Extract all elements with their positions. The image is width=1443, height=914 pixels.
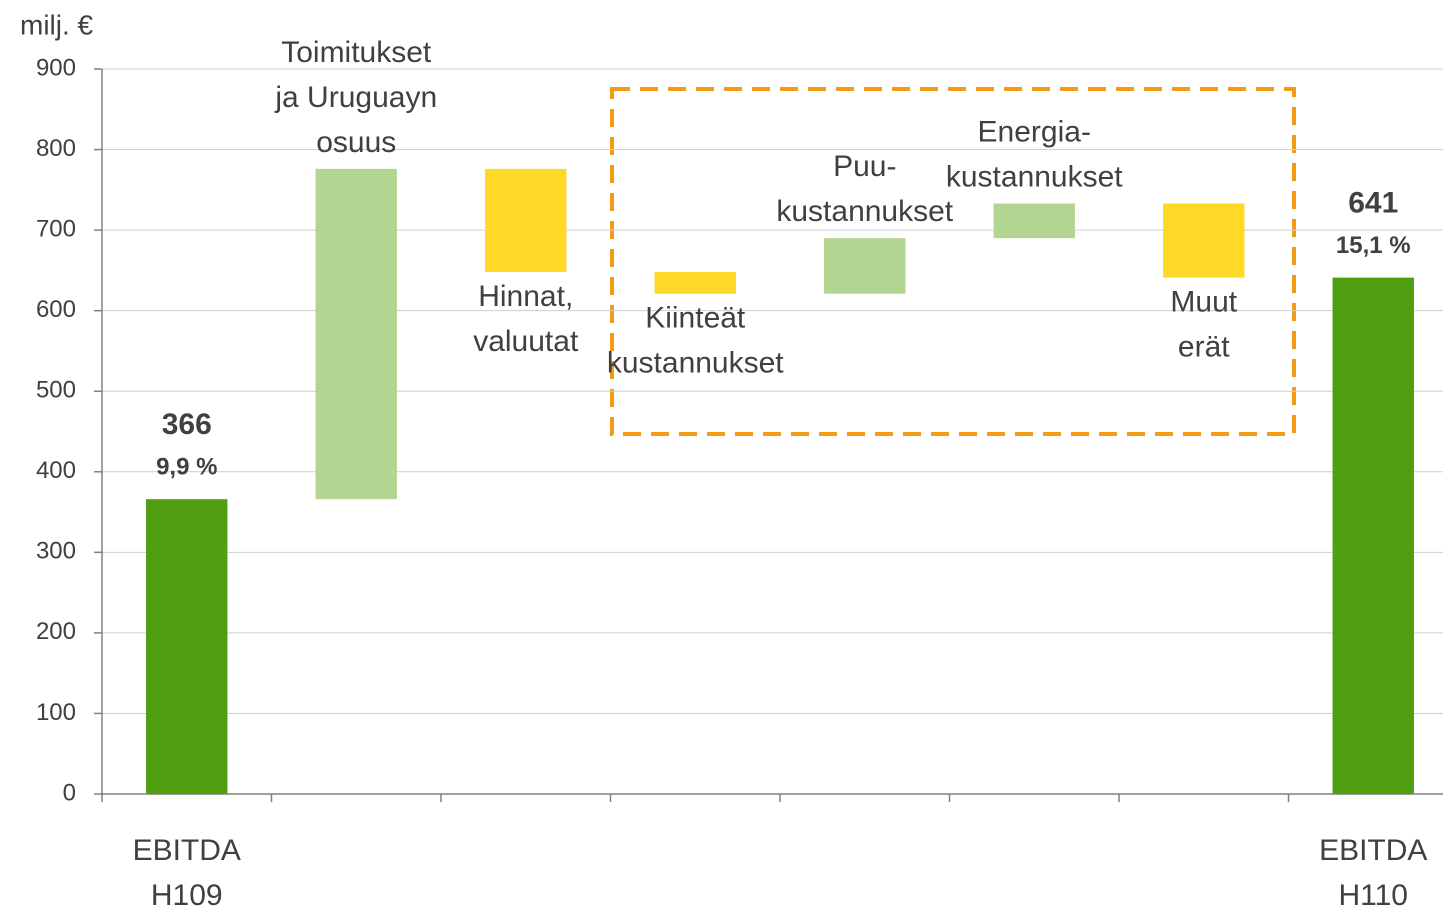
y-axis-label: milj. € [20,9,94,40]
bar [315,168,397,500]
y-tick-label: 900 [36,54,76,81]
y-tick-label: 100 [36,699,76,726]
category-label: ja Uruguayn [274,81,437,114]
category-label: Hinnat, [478,280,573,313]
y-tick-label: 300 [36,538,76,565]
margin-label: 15,1 % [1336,232,1411,259]
category-label: Kiinteät [645,302,746,335]
category-label: erät [1178,331,1230,364]
category-label: kustannukset [607,347,784,380]
margin-label: 9,9 % [156,454,217,481]
category-label: kustannukset [946,160,1123,193]
bar [485,168,567,272]
value-label: 366 [162,408,212,441]
bar [824,238,906,294]
value-label: 641 [1348,187,1398,220]
y-tick-label: 200 [36,618,76,645]
category-label: Toimitukset [281,36,432,69]
category-label: kustannukset [776,195,953,228]
bar [993,203,1075,239]
category-label: Energia- [978,115,1091,148]
category-label: osuus [316,126,396,159]
y-tick-label: 800 [36,135,76,162]
bar [146,499,228,794]
bar [1163,203,1245,278]
bar [654,272,736,294]
bar [1332,277,1414,794]
highlight-box [610,87,1296,436]
y-tick-label: 600 [36,296,76,323]
category-label: EBITDA [133,834,241,867]
y-tick-label: 0 [63,779,76,806]
category-label: Puu- [833,150,896,183]
category-label: H110 [1339,879,1409,912]
y-tick-label: 500 [36,377,76,404]
category-label: valuutat [473,325,579,358]
category-label: EBITDA [1319,834,1427,867]
y-tick-label: 700 [36,215,76,242]
category-label: Muut [1170,286,1237,319]
category-label: H109 [151,879,223,912]
y-tick-label: 400 [36,457,76,484]
